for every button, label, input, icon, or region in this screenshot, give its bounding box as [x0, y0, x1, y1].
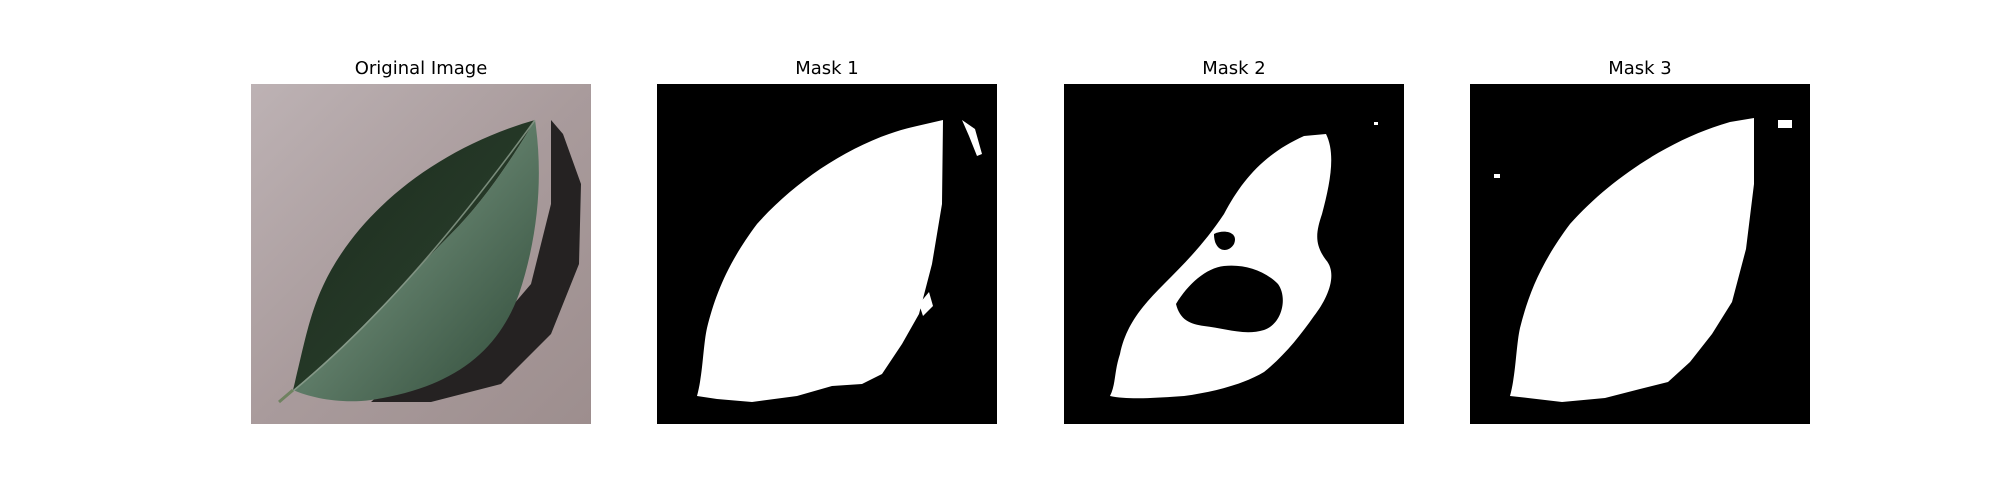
panel-mask-1: Mask 1 [657, 0, 997, 500]
panel-title: Mask 1 [795, 58, 859, 79]
panel-title: Mask 3 [1608, 58, 1672, 79]
mask-1-image [657, 84, 997, 424]
mask-2-image [1064, 84, 1404, 424]
panel-mask-3: Mask 3 [1470, 0, 1810, 500]
panel-original-image: Original Image [251, 0, 591, 500]
panel-title: Mask 2 [1202, 58, 1266, 79]
panel-mask-2: Mask 2 [1064, 0, 1404, 500]
panel-title: Original Image [354, 58, 488, 79]
mask-3-image [1470, 84, 1810, 424]
original-leaf-photo [251, 84, 591, 424]
